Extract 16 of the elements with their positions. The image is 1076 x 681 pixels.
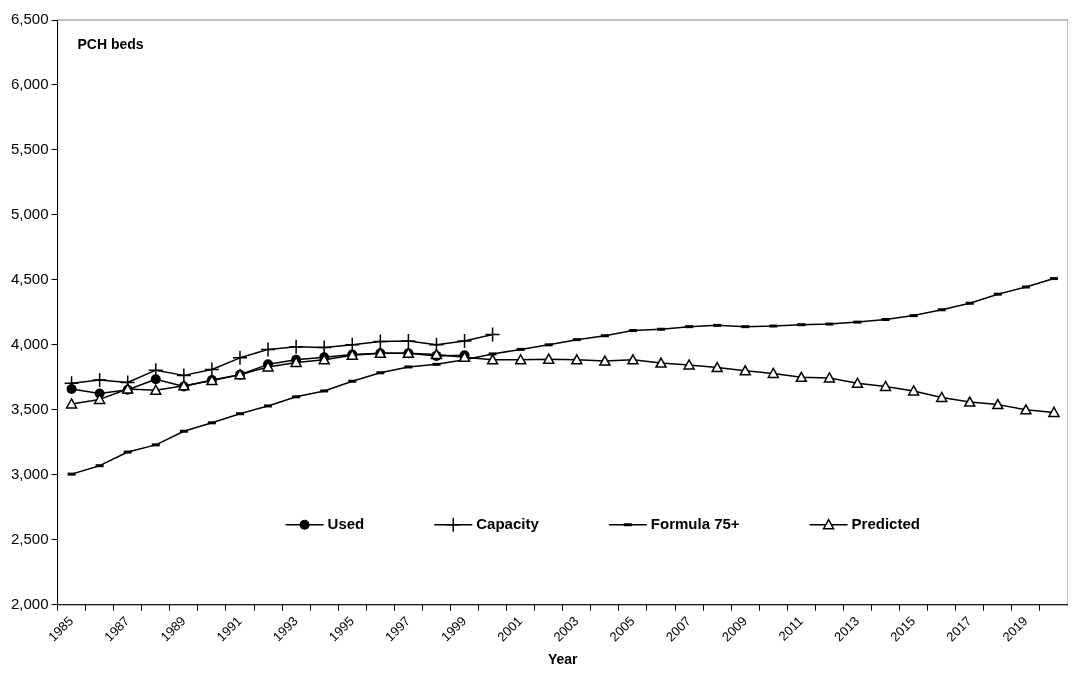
legend-label: Predicted [851, 514, 920, 532]
legend-label: Capacity [476, 514, 540, 532]
y-tick-label: 3,500 [10, 399, 49, 417]
y-tick-label: 6,500 [10, 10, 49, 28]
y-tick-label: 4,500 [10, 270, 49, 288]
y-tick-label: 2,500 [10, 529, 49, 547]
x-axis-title: Year [547, 651, 579, 668]
y-tick-label: 2,000 [10, 594, 49, 612]
y-tick-label: 5,000 [10, 205, 49, 223]
legend-label: Used [327, 514, 365, 532]
y-tick-label: 6,000 [10, 75, 49, 93]
y-tick-label: 5,500 [10, 140, 49, 158]
legend-label: Formula 75+ [650, 514, 740, 532]
y-tick-label: 4,000 [10, 334, 49, 352]
y-tick-label: 3,000 [10, 464, 49, 482]
text: PCH beds [77, 35, 144, 52]
